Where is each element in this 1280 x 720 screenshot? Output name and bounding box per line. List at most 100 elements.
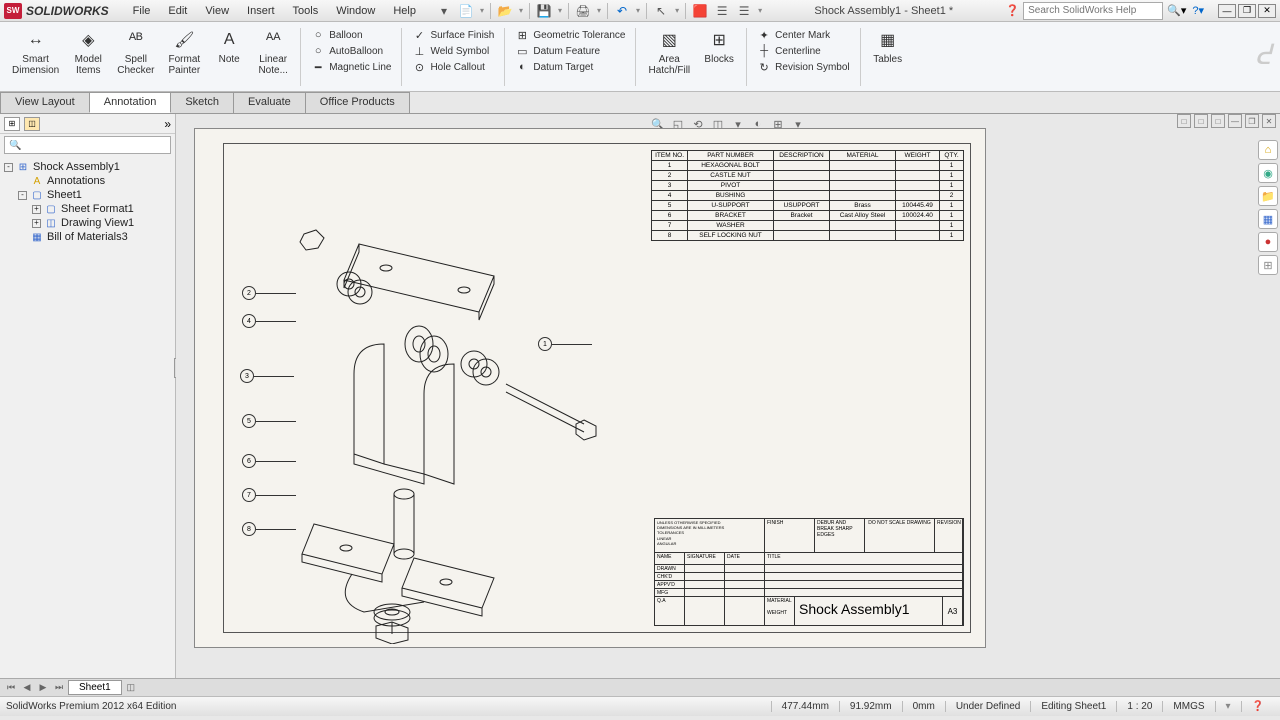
tree-sheet1[interactable]: -▢Sheet1 (2, 188, 173, 202)
first-sheet-icon[interactable]: ⏮ (4, 682, 18, 693)
tab-annotation[interactable]: Annotation (89, 92, 172, 113)
ribbon-note[interactable]: ANote (208, 26, 250, 67)
status-bar: SolidWorks Premium 2012 x64 Edition 477.… (0, 696, 1280, 716)
feature-tree: -⊞Shock Assembly1AAnnotations-▢Sheet1+▢S… (0, 156, 175, 248)
ribbon-model-items[interactable]: ◈ModelItems (67, 26, 109, 78)
help-search-input[interactable] (1023, 2, 1163, 20)
status-edition: SolidWorks Premium 2012 x64 Edition (6, 701, 771, 712)
ribbon-balloon[interactable]: ○Balloon (311, 28, 391, 42)
ribbon-spell-checker[interactable]: ᴬᴮSpellChecker (111, 26, 160, 78)
sheet-tab[interactable]: Sheet1 (68, 680, 122, 695)
custom-dock-icon[interactable]: ⊞ (1258, 255, 1278, 275)
mdi-close-icon[interactable]: ✕ (1262, 114, 1276, 128)
config-view-icon[interactable]: ◫ (24, 117, 40, 131)
ribbon-weld-symbol[interactable]: ⊥Weld Symbol (412, 44, 494, 58)
drawing-canvas[interactable]: 🔍 ◱ ⟲ ◫ ▾ ◐ ⊞ ▾ □ □ □ — ❐ ✕ ITEM NO.PART… (176, 114, 1280, 678)
palette-dock-icon[interactable]: ▦ (1258, 209, 1278, 229)
tab-evaluate[interactable]: Evaluate (233, 92, 306, 113)
home-dock-icon[interactable]: ⌂ (1258, 140, 1278, 160)
rebuild-icon[interactable]: 🟥 (692, 3, 708, 19)
collapse-panel-icon[interactable]: » (164, 117, 171, 131)
ribbon-revision-symbol[interactable]: ↻Revision Symbol (757, 60, 849, 74)
undo-icon[interactable]: ↶ (614, 3, 630, 19)
tree-drawing-view1[interactable]: +◫Drawing View1 (2, 216, 173, 230)
ribbon-autoballoon[interactable]: ○AutoBalloon (311, 44, 391, 58)
minimize-icon[interactable]: — (1218, 4, 1236, 18)
mdi-a-icon[interactable]: □ (1177, 114, 1191, 128)
app-logo: SW (4, 3, 22, 19)
tree-view-icon[interactable]: ⊞ (4, 117, 20, 131)
document-title: Shock Assembly1 - Sheet1 * (762, 5, 1005, 17)
tree-filter-input[interactable] (4, 136, 171, 154)
balloon-8[interactable]: 8 (242, 522, 256, 536)
mdi-controls: □ □ □ — ❐ ✕ (1177, 114, 1276, 128)
status-units[interactable]: MMGS (1162, 701, 1214, 712)
window-controls: — ❐ ✕ (1218, 4, 1276, 18)
balloon-3[interactable]: 3 (240, 369, 254, 383)
search-icon[interactable]: 🔍▾ (1167, 4, 1186, 17)
bom-table[interactable]: ITEM NO.PART NUMBERDESCRIPTIONMATERIALWE… (651, 150, 964, 241)
status-z: 0mm (902, 701, 945, 712)
maximize-icon[interactable]: ❐ (1238, 4, 1256, 18)
ribbon-area-hatch/fill[interactable]: ▧AreaHatch/Fill (642, 26, 696, 78)
balloon-4[interactable]: 4 (242, 314, 256, 328)
menu-insert[interactable]: Insert (239, 3, 283, 19)
menu-edit[interactable]: Edit (160, 3, 195, 19)
next-sheet-icon[interactable]: ▶ (36, 682, 50, 693)
resources-dock-icon[interactable]: ◉ (1258, 163, 1278, 183)
tree-sheet-format1[interactable]: +▢Sheet Format1 (2, 202, 173, 216)
tree-annotations[interactable]: AAnnotations (2, 174, 173, 188)
ribbon-center-mark[interactable]: ✦Center Mark (757, 28, 849, 42)
tree-bill-of-materials3[interactable]: ▦Bill of Materials3 (2, 230, 173, 244)
tab-office-products[interactable]: Office Products (305, 92, 410, 113)
ribbon-hole-callout[interactable]: ⊙Hole Callout (412, 60, 494, 74)
balloon-2[interactable]: 2 (242, 286, 256, 300)
status-help-icon[interactable]: ❓ (1241, 701, 1274, 712)
new-icon[interactable]: ▾ (436, 3, 452, 19)
mdi-c-icon[interactable]: □ (1211, 114, 1225, 128)
new-doc-icon[interactable]: 📄 (458, 3, 474, 19)
close-icon[interactable]: ✕ (1258, 4, 1276, 18)
tab-sketch[interactable]: Sketch (170, 92, 234, 113)
menu-window[interactable]: Window (328, 3, 383, 19)
select-icon[interactable]: ↖ (653, 3, 669, 19)
menu-view[interactable]: View (197, 3, 237, 19)
tree-shock-assembly1[interactable]: -⊞Shock Assembly1 (2, 160, 173, 174)
ribbon-smart-dimension[interactable]: ↔SmartDimension (6, 26, 65, 78)
ribbon-blocks[interactable]: ⊞Blocks (698, 26, 740, 67)
menu-tools[interactable]: Tools (285, 3, 327, 19)
ribbon-format-painter[interactable]: 🖌FormatPainter (163, 26, 207, 78)
balloon-6[interactable]: 6 (242, 454, 256, 468)
ribbon-linear-note...[interactable]: ᴬᴬLinearNote... (252, 26, 294, 78)
balloon-7[interactable]: 7 (242, 488, 256, 502)
balloon-5[interactable]: 5 (242, 414, 256, 428)
library-dock-icon[interactable]: 📁 (1258, 186, 1278, 206)
ribbon-tables[interactable]: ▦Tables (867, 26, 909, 67)
mdi-b-icon[interactable]: □ (1194, 114, 1208, 128)
mdi-min-icon[interactable]: — (1228, 114, 1242, 128)
options-icon[interactable]: ☰ (714, 3, 730, 19)
ribbon-magnetic-line[interactable]: ━Magnetic Line (311, 60, 391, 74)
mdi-max-icon[interactable]: ❐ (1245, 114, 1259, 128)
help-icon[interactable]: ❓ (1005, 4, 1019, 17)
last-sheet-icon[interactable]: ⏭ (52, 682, 66, 693)
menu-help[interactable]: Help (385, 3, 424, 19)
ribbon-surface-finish[interactable]: ✓Surface Finish (412, 28, 494, 42)
balloon-1[interactable]: 1 (538, 337, 552, 351)
options2-icon[interactable]: ☰ (736, 3, 752, 19)
ribbon-geometric-tolerance[interactable]: ⊞Geometric Tolerance (515, 28, 625, 42)
print-icon[interactable]: 🖨 (575, 3, 591, 19)
menu-file[interactable]: File (125, 3, 159, 19)
save-icon[interactable]: 💾 (536, 3, 552, 19)
add-sheet-icon[interactable]: ◫ (124, 682, 138, 693)
help-link-icon[interactable]: ?▾ (1192, 4, 1204, 17)
ribbon-centerline[interactable]: ┼Centerline (757, 44, 849, 58)
ribbon-datum-target[interactable]: ◐Datum Target (515, 60, 625, 74)
status-y: 91.92mm (839, 701, 902, 712)
ribbon-datum-feature[interactable]: ▭Datum Feature (515, 44, 625, 58)
tab-view-layout[interactable]: View Layout (0, 92, 90, 113)
appear-dock-icon[interactable]: ● (1258, 232, 1278, 252)
prev-sheet-icon[interactable]: ◀ (20, 682, 34, 693)
open-icon[interactable]: 📂 (497, 3, 513, 19)
drawing-sheet: ITEM NO.PART NUMBERDESCRIPTIONMATERIALWE… (194, 128, 986, 648)
